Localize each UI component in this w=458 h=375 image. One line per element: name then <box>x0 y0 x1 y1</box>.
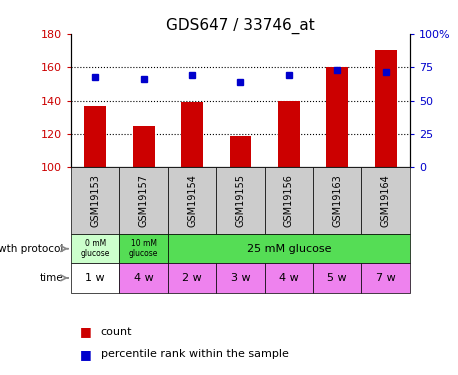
Text: count: count <box>101 327 132 337</box>
Bar <box>327 67 348 167</box>
Text: ■: ■ <box>80 326 92 338</box>
Text: growth protocol: growth protocol <box>0 244 64 254</box>
Bar <box>133 126 154 167</box>
Bar <box>313 167 361 234</box>
Text: 2 w: 2 w <box>182 273 202 283</box>
Title: GDS647 / 33746_at: GDS647 / 33746_at <box>166 18 315 34</box>
Bar <box>313 263 361 292</box>
Bar <box>265 263 313 292</box>
Bar <box>216 167 265 234</box>
Bar <box>361 263 410 292</box>
Bar <box>375 51 397 167</box>
Text: 1 w: 1 w <box>85 273 105 283</box>
Text: 5 w: 5 w <box>327 273 347 283</box>
Text: GSM19154: GSM19154 <box>187 174 197 227</box>
Text: GSM19163: GSM19163 <box>333 174 342 227</box>
Bar <box>168 263 216 292</box>
Bar <box>216 263 265 292</box>
Bar <box>168 234 410 263</box>
Text: 4 w: 4 w <box>134 273 153 283</box>
Text: 0 mM
glucose: 0 mM glucose <box>81 239 110 258</box>
Bar <box>71 263 120 292</box>
Bar <box>84 105 106 167</box>
Text: GSM19153: GSM19153 <box>90 174 100 227</box>
Bar <box>361 167 410 234</box>
Text: percentile rank within the sample: percentile rank within the sample <box>101 350 289 359</box>
Text: GSM19157: GSM19157 <box>139 174 148 227</box>
Text: 25 mM glucose: 25 mM glucose <box>246 244 331 254</box>
Text: 10 mM
glucose: 10 mM glucose <box>129 239 158 258</box>
Text: 4 w: 4 w <box>279 273 299 283</box>
Text: 7 w: 7 w <box>376 273 396 283</box>
Text: GSM19156: GSM19156 <box>284 174 294 227</box>
Text: ■: ■ <box>80 348 92 361</box>
Text: GSM19155: GSM19155 <box>235 174 245 227</box>
Bar <box>120 167 168 234</box>
Bar <box>265 167 313 234</box>
Bar <box>181 102 203 167</box>
Bar <box>71 167 120 234</box>
Bar <box>71 234 120 263</box>
Bar <box>120 263 168 292</box>
Bar <box>168 167 216 234</box>
Bar <box>120 234 168 263</box>
Text: GSM19164: GSM19164 <box>381 174 391 227</box>
Text: time: time <box>40 273 64 283</box>
Bar <box>278 100 300 167</box>
Bar <box>229 136 251 167</box>
Text: 3 w: 3 w <box>231 273 250 283</box>
